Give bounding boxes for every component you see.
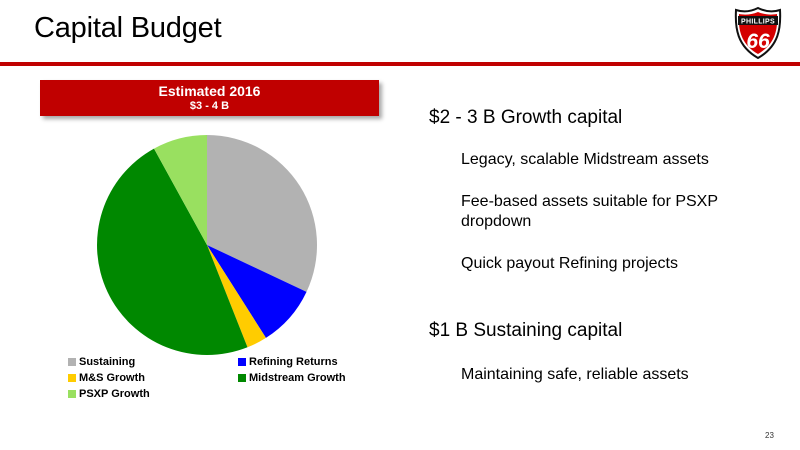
sustaining-item-1: Maintaining safe, reliable assets	[461, 366, 689, 383]
pie-slice-midstream-growth	[97, 148, 248, 355]
pie-slice-m-s-growth	[207, 245, 266, 348]
sustaining-capital-heading: $1 B Sustaining capital	[429, 320, 623, 341]
growth-item-1: Legacy, scalable Midstream assets	[461, 151, 709, 168]
legend-swatch	[238, 374, 246, 382]
legend-item-midstream-growth: Midstream Growth	[238, 372, 346, 384]
pie-slice-sustaining	[207, 135, 318, 292]
svg-text:66: 66	[746, 30, 770, 53]
legend-label: PSXP Growth	[79, 388, 150, 400]
legend-item-m-s-growth: M&S Growth	[68, 372, 145, 384]
pie-slice-psxp-growth	[154, 135, 207, 245]
title-divider	[0, 62, 800, 66]
growth-item-2: Fee-based assets suitable for PSXP dropd…	[461, 193, 718, 230]
pie-slice-refining-returns	[207, 245, 307, 338]
legend-swatch	[68, 374, 76, 382]
growth-item-3: Quick payout Refining projects	[461, 255, 678, 272]
legend-swatch	[68, 358, 76, 366]
legend-swatch	[68, 390, 76, 398]
legend-label: Refining Returns	[249, 356, 338, 368]
pie-chart	[97, 135, 318, 355]
legend-label: Midstream Growth	[249, 372, 346, 384]
legend-item-psxp-growth: PSXP Growth	[68, 388, 150, 400]
chart-title-banner: Estimated 2016 $3 - 4 B	[40, 80, 379, 116]
legend-item-refining-returns: Refining Returns	[238, 356, 338, 368]
phillips-66-logo: PHILLIPS 66	[733, 6, 783, 60]
legend-swatch	[238, 358, 246, 366]
legend-label: Sustaining	[79, 356, 136, 368]
page-number: 23	[765, 431, 774, 440]
chart-title: Estimated 2016	[158, 83, 261, 99]
legend-item-sustaining: Sustaining	[68, 356, 135, 368]
svg-text:PHILLIPS: PHILLIPS	[741, 19, 775, 26]
legend-label: M&S Growth	[79, 372, 145, 384]
page-title: Capital Budget	[34, 12, 222, 44]
chart-subtitle: $3 - 4 B	[189, 100, 230, 112]
growth-capital-heading: $2 - 3 B Growth capital	[429, 107, 623, 128]
